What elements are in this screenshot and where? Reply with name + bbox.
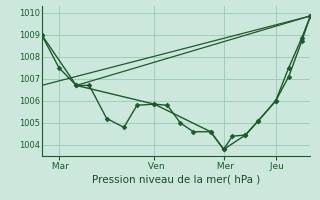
X-axis label: Pression niveau de la mer( hPa ): Pression niveau de la mer( hPa ) (92, 175, 260, 185)
